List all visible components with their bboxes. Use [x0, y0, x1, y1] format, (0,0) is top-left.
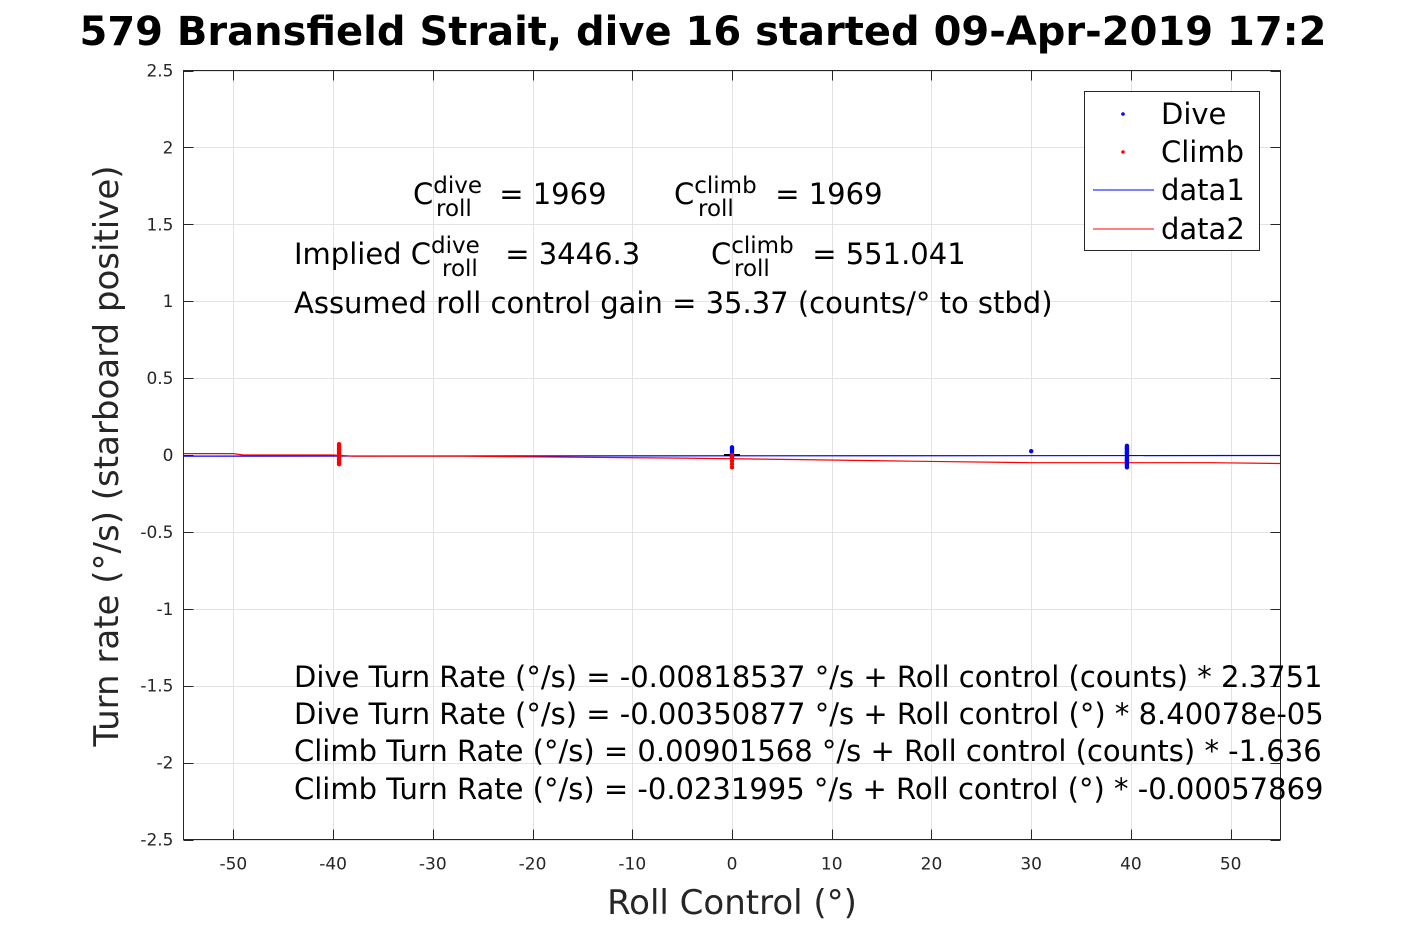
x-tick-label: 10	[821, 855, 843, 875]
coef-climb-annotation: Cclimb roll = 1969	[674, 173, 883, 222]
x-tick-label: 50	[1220, 855, 1242, 875]
data-points	[336, 442, 1130, 470]
y-axis-label: Turn rate (°/s) (starboard positive)	[87, 165, 127, 747]
point-dive	[1124, 458, 1130, 463]
x-tick-label: -10	[618, 855, 646, 875]
y-tick-labels: 2.5 2 1.5 1 0.5 0 -0.5 -1 -1.5 -2 -2.5	[140, 62, 173, 851]
y-tick-label: -1	[157, 600, 174, 620]
y-tick-label: 1	[163, 292, 174, 312]
y-tick-label: 1.5	[146, 215, 173, 235]
y-tick-label: -1.5	[140, 677, 173, 697]
axis-ticks	[183, 70, 1281, 841]
point-climb	[729, 465, 735, 470]
point-dive	[1124, 445, 1130, 451]
x-tick-label: -20	[519, 855, 547, 875]
fit-equation-4: Climb Turn Rate (°/s) = -0.0231995 °/s +…	[294, 772, 1324, 806]
y-tick-label: 0.5	[146, 369, 173, 389]
y-tick-label: -2.5	[140, 831, 173, 851]
x-tick-labels: -50 -40 -30 -20 -10 0 10 20 30 40 50	[219, 855, 1241, 875]
x-tick-label: -30	[419, 855, 447, 875]
point-dive	[1124, 450, 1130, 455]
implied-dive-annotation: Implied Cdive roll = 3446.3	[294, 233, 640, 282]
point-climb	[729, 458, 735, 464]
x-tick-label: 0	[727, 855, 738, 875]
x-tick-label: 20	[921, 855, 943, 875]
y-tick-label: 2	[163, 138, 174, 158]
x-tick-label: 30	[1020, 855, 1042, 875]
series-line-data2	[183, 453, 1281, 465]
legend-data2-label: data2	[1161, 212, 1245, 246]
point-climb	[729, 462, 735, 467]
point-dive	[1028, 448, 1034, 454]
point-climb	[336, 447, 342, 452]
fit-equation-2: Dive Turn Rate (°/s) = -0.00350877 °/s +…	[294, 697, 1324, 731]
legend-data1-label: data1	[1161, 173, 1245, 207]
point-climb	[336, 462, 342, 467]
legend-dive-marker	[1121, 112, 1125, 116]
point-climb	[336, 455, 342, 460]
x-axis-label: Roll Control (°)	[607, 883, 857, 923]
point-climb	[729, 452, 735, 458]
fit-equation-1: Dive Turn Rate (°/s) = -0.00818537 °/s +…	[294, 660, 1322, 694]
point-dive	[1124, 465, 1130, 470]
point-climb	[729, 455, 735, 461]
legend-dive-label: Dive	[1161, 97, 1226, 131]
point-dive	[1124, 461, 1130, 466]
legend-climb-label: Climb	[1161, 135, 1244, 169]
legend: Dive Climb data1 data2	[1084, 91, 1260, 251]
x-tick-label: -40	[319, 855, 347, 875]
axes-box	[183, 70, 1281, 840]
x-tick-label: -50	[219, 855, 247, 875]
coef-dive-annotation: Cdive roll = 1969	[413, 173, 607, 222]
legend-climb-marker	[1121, 150, 1125, 154]
fit-equation-3: Climb Turn Rate (°/s) = 0.00901568 °/s +…	[294, 734, 1322, 768]
y-tick-label: 0	[163, 446, 174, 466]
y-tick-label: 2.5	[146, 62, 173, 82]
chart-title: 579 Bransfield Strait, dive 16 started 0…	[79, 9, 1326, 55]
x-tick-label: 40	[1120, 855, 1142, 875]
legend-box	[1084, 91, 1260, 251]
y-tick-label: -0.5	[140, 523, 173, 543]
y-tick-label: -2	[157, 754, 174, 774]
gain-annotation: Assumed roll control gain = 35.37 (count…	[294, 286, 1053, 320]
implied-climb-annotation: Cclimb roll = 551.041	[711, 233, 966, 282]
